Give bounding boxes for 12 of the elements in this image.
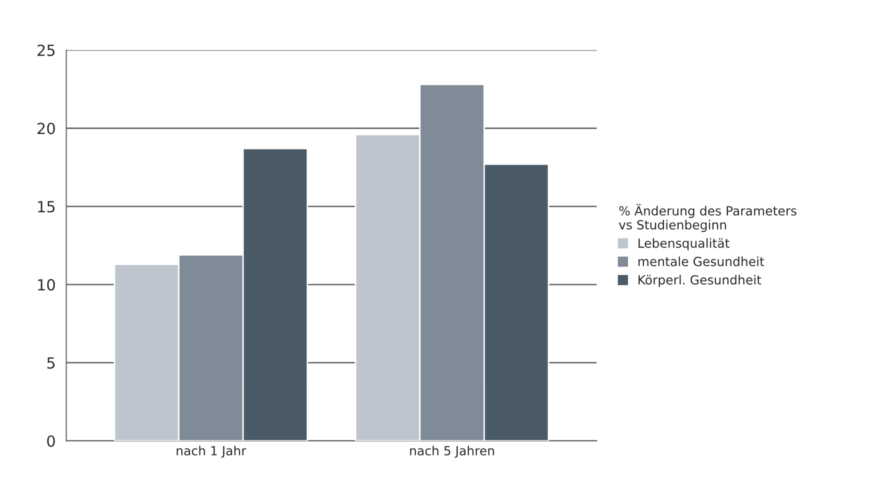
y-tick-label: 0 [47, 435, 55, 447]
x-tick-label: nach 1 Jahr [176, 446, 246, 458]
x-tick-label: nach 5 Jahren [410, 446, 494, 458]
legend-title: % Änderung des Parameters vs Studienbeginn [618, 204, 796, 232]
y-tick-label: 10 [38, 279, 55, 291]
y-tick-label: 5 [47, 357, 55, 369]
legend-label: mentale Gesundheit [638, 256, 764, 266]
y-tick-label: 25 [38, 44, 55, 56]
legend-label: Körperl. Gesundheit [638, 274, 762, 288]
legend-label: Lebensqualität [638, 238, 730, 250]
y-tick-label: 15 [38, 201, 55, 212]
y-tick-label: 20 [38, 122, 55, 134]
